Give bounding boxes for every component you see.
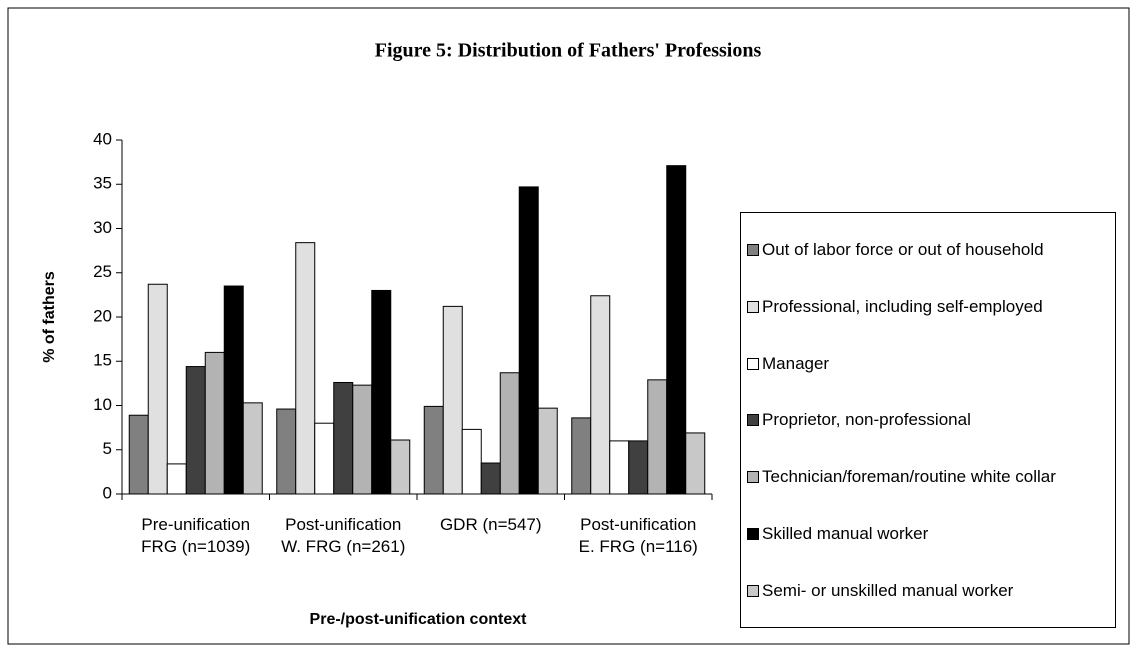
legend-item: Technician/foreman/routine white collar <box>747 466 1109 487</box>
bar <box>647 379 668 495</box>
legend-swatch <box>747 300 759 313</box>
legend-swatch <box>747 414 759 427</box>
legend-swatch <box>747 528 759 541</box>
bar <box>204 351 225 495</box>
bar <box>461 428 482 495</box>
bar <box>223 285 244 495</box>
legend-label: Semi- or unskilled manual worker <box>762 580 1014 600</box>
legend-item: Semi- or unskilled manual worker <box>747 580 1109 601</box>
legend-swatch <box>747 357 759 370</box>
y-tick-label: 5 <box>103 439 112 458</box>
frame <box>7 7 1130 645</box>
bar <box>666 165 687 495</box>
bar <box>128 414 149 495</box>
y-tick-label: 0 <box>103 483 112 502</box>
legend-item: Proprietor, non-professional <box>747 409 1109 430</box>
bar <box>423 405 444 495</box>
legend-label: Proprietor, non-professional <box>762 410 971 430</box>
bar <box>685 432 706 495</box>
bar <box>295 242 316 495</box>
y-tick-label: 30 <box>93 218 112 237</box>
bar <box>590 295 611 495</box>
bar <box>242 402 263 495</box>
y-tick-label: 25 <box>93 262 112 281</box>
bar <box>185 366 206 495</box>
legend-label: Skilled manual worker <box>762 524 929 544</box>
legend-swatch <box>747 243 759 256</box>
bar <box>314 422 335 495</box>
legend-item: Out of labor force or out of household <box>747 239 1109 260</box>
bar <box>390 439 411 495</box>
x-tick-label: Post-unification W. FRG (n=261) <box>281 515 406 556</box>
bar <box>537 407 558 495</box>
bar <box>628 440 649 495</box>
legend-swatch <box>747 584 759 597</box>
x-axis-title: Pre-/post-unification context <box>310 611 528 628</box>
y-tick-label: 20 <box>93 306 112 325</box>
bar <box>276 408 297 495</box>
x-tick-label: Pre-unification FRG (n=1039) <box>141 515 251 556</box>
y-tick-label: 35 <box>93 174 112 193</box>
bar <box>371 289 392 495</box>
x-tick-label: Post-unification E. FRG (n=116) <box>578 515 698 556</box>
y-axis-title: % of fathers <box>41 271 58 363</box>
bar <box>333 381 354 495</box>
legend-label: Professional, including self-employed <box>762 296 1043 316</box>
chart-title: Figure 5: Distribution of Fathers' Profe… <box>375 40 762 62</box>
legend-swatch <box>747 471 759 484</box>
bar <box>609 440 630 495</box>
legend-item: Professional, including self-employed <box>747 296 1109 317</box>
legend-item: Skilled manual worker <box>747 523 1109 544</box>
x-tick-label: GDR (n=547) <box>439 515 542 534</box>
legend-label: Out of labor force or out of household <box>762 239 1044 259</box>
bar <box>147 283 168 495</box>
legend-label: Technician/foreman/routine white collar <box>762 467 1056 487</box>
bar <box>571 417 592 495</box>
legend-item: Manager <box>747 353 1109 374</box>
bar <box>480 462 501 495</box>
bar <box>166 463 187 495</box>
bar <box>442 305 463 495</box>
legend-label: Manager <box>762 353 830 373</box>
y-tick-label: 10 <box>93 395 112 414</box>
bar <box>518 186 539 495</box>
bar <box>499 372 520 495</box>
y-tick-label: 40 <box>93 129 112 148</box>
legend: Out of labor force or out of household Pr… <box>740 212 1116 628</box>
bar <box>352 384 373 495</box>
y-tick-label: 15 <box>93 351 112 370</box>
